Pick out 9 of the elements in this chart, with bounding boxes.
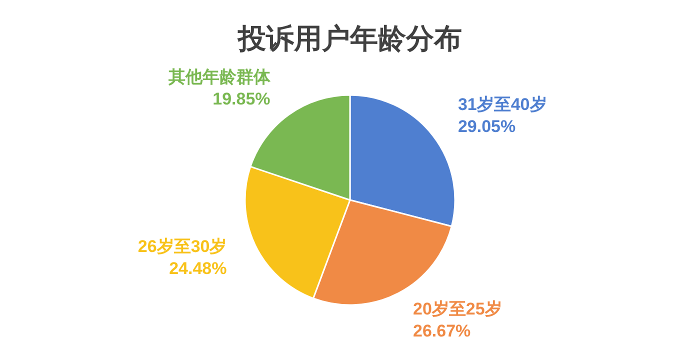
slice-label: 31岁至40岁 (458, 94, 547, 114)
data-label: 29.05% (458, 116, 516, 136)
data-label: 24.48% (169, 259, 227, 278)
slice-label: 26岁至30岁 (138, 237, 227, 256)
slice-label: 20岁至25岁 (413, 300, 502, 319)
data-label: 19.85% (212, 90, 270, 109)
data-label: 26.67% (413, 322, 471, 341)
chart-title: 投诉用户年龄分布 (237, 23, 462, 54)
slice-label: 其他年龄群体 (167, 68, 272, 87)
